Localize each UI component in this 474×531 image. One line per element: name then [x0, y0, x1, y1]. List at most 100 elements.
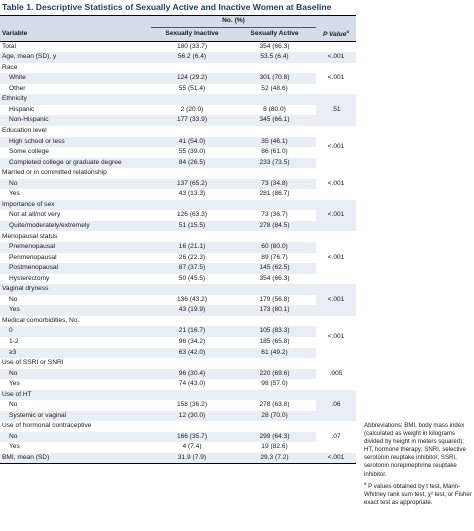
cell-active: 19 (82.6): [261, 443, 288, 451]
cell-active: 179 (56.8): [259, 295, 290, 303]
row-label: No: [9, 369, 18, 377]
cell-inactive: 43 (13.3): [178, 190, 206, 198]
cell-inactive: 136 (43.2): [176, 295, 208, 303]
statistics-table: No. (%) Variable Sexually Inactive Sexua…: [0, 15, 356, 465]
cell-p-value-group: <.001: [327, 179, 345, 187]
row-label: Hysterectomy: [9, 274, 50, 282]
cell-active: 220 (69.6): [259, 369, 290, 377]
cell-active: 8 (80.0): [263, 105, 286, 113]
cell-active: [233, 168, 316, 179]
table-row: Total 180 (33.7) 354 (66.3): [0, 41, 356, 52]
row-label: Married or in committed relationship: [2, 169, 107, 177]
cell-p-value-group: <.001: [327, 332, 345, 340]
cell-inactive: 41 (54.0): [178, 137, 206, 145]
cell-p-value-group: .51: [331, 105, 341, 113]
row-label: Yes: [9, 443, 20, 451]
cell-inactive: 21 (16.7): [178, 327, 206, 335]
cell-p-value-group: <.001: [327, 74, 345, 82]
cell-active: 52 (48.6): [261, 84, 288, 92]
table-row: Race <.001: [0, 63, 356, 82]
cell-active: 73 (34.8): [261, 179, 288, 187]
cell-active: 281 (86.7): [259, 190, 290, 198]
cell-p-value: [316, 41, 356, 52]
cell-active: 185 (65.8): [259, 337, 290, 345]
cell-inactive: [151, 126, 233, 137]
row-label: Menopausal status: [2, 232, 58, 240]
header-no-pct: No. (%): [151, 15, 316, 28]
table-row: Use of hormonal contraceptive .07: [0, 421, 356, 440]
header-blank-p: [316, 16, 356, 28]
cell-active: 299 (64.3): [259, 432, 290, 440]
cell-inactive: 12 (30.0): [178, 411, 206, 419]
cell-p-value: <.001: [316, 452, 356, 465]
row-label: BMI, mean (SD): [0, 452, 151, 465]
row-label: Use of HT: [2, 390, 32, 398]
table-row: No 96 (30.4) 220 (69.6): [0, 368, 356, 380]
cell-inactive: 4 (7.4): [182, 443, 202, 451]
cell-p-value-group: <.001: [327, 211, 345, 219]
row-label: Ethnicity: [2, 95, 27, 103]
cell-inactive: [151, 63, 233, 74]
cell-p-value-group: <.001: [327, 253, 345, 261]
table-row: Importance of sex <.001: [0, 199, 356, 218]
header-row-sub: Variable Sexually Inactive Sexually Acti…: [0, 27, 356, 42]
cell-inactive: 126 (63.3): [176, 211, 208, 219]
row-label: ≥3: [9, 348, 17, 356]
cell-active: [233, 421, 316, 432]
cell-active: 60 (80.0): [261, 243, 288, 251]
cell-inactive: 56.2 (6.4): [177, 53, 207, 61]
cell-inactive: 16 (21.1): [178, 243, 206, 251]
table-row: No 137 (65.2) 73 (34.8): [0, 178, 356, 190]
cell-active: 28 (70.0): [261, 411, 288, 419]
table-row: Systemic or vaginal 12 (30.0) 28 (70.0): [0, 410, 356, 422]
row-label: High school or less: [9, 137, 65, 145]
table-row: Yes 43 (19.9) 173 (80.1): [0, 305, 356, 316]
cell-active: 345 (66.1): [259, 116, 290, 124]
cell-inactive: [151, 316, 233, 327]
cell-inactive: [151, 94, 233, 105]
table-row: White 124 (29.2) 301 (70.8): [0, 73, 356, 84]
table-row: High school or less 41 (54.0) 35 (46.1): [0, 136, 356, 148]
table-row: Perimenopausal 26 (22.3) 89 (76.7): [0, 253, 356, 264]
table-row: Premenopausal 16 (21.1) 60 (80.0): [0, 242, 356, 253]
abbreviations-note: Abbreviations: BMI, body mass index (cal…: [364, 422, 466, 478]
cell-p-value-group: .06: [331, 401, 341, 409]
table-row: ≥3 63 (42.0) 61 (49.2): [0, 347, 356, 359]
row-label: Premenopausal: [9, 243, 56, 251]
table-row: Use of HT .06: [0, 389, 356, 408]
row-label: No: [9, 179, 18, 187]
header-row-top: No. (%): [0, 15, 356, 28]
cell-inactive: 2 (20.0): [180, 105, 204, 113]
row-label: Total: [2, 42, 16, 50]
table-title: Table 1. Descriptive Statistics of Sexua…: [2, 2, 332, 12]
table-row: Non-Hispanic 177 (33.9) 345 (66.1): [0, 115, 356, 127]
cell-active: [233, 126, 316, 137]
row-label: Some college: [9, 148, 49, 156]
cell-inactive: 55 (51.4): [178, 84, 206, 92]
cell-active: 301 (70.8): [259, 74, 290, 82]
cell-active: [233, 200, 316, 211]
row-label: Non-Hispanic: [9, 116, 49, 124]
cell-active: [233, 63, 316, 74]
row-label: Other: [9, 84, 26, 92]
table-row: Married or in committed relationship <.00…: [0, 168, 356, 187]
cell-active: 233 (73.5): [259, 158, 290, 166]
cell-active: 354 (66.3): [259, 274, 290, 282]
table-row: Use of SSRI or SNRI .005: [0, 358, 356, 377]
table-row: No 136 (43.2) 179 (56.8): [0, 295, 356, 306]
table-row: Other 55 (51.4) 52 (48.6): [0, 84, 356, 95]
table-row: Medical comorbidities, No. <.001: [0, 316, 356, 340]
cell-active: 354 (66.3): [259, 42, 290, 50]
cell-active: [233, 94, 316, 105]
row-label: Not at all/not very: [9, 211, 61, 219]
cell-inactive: 96 (34.2): [178, 337, 206, 345]
cell-inactive: [151, 421, 233, 432]
row-label: White: [9, 74, 26, 82]
table-row: Education level <.001: [0, 126, 356, 150]
table-row: 1-2 96 (34.2) 185 (65.8): [0, 337, 356, 348]
row-label: Importance of sex: [2, 200, 55, 208]
cell-active: 86 (61.0): [261, 148, 288, 156]
cell-inactive: [151, 284, 233, 295]
cell-active: 278 (84.5): [259, 221, 290, 229]
cell-p-value-group: .07: [331, 432, 341, 440]
